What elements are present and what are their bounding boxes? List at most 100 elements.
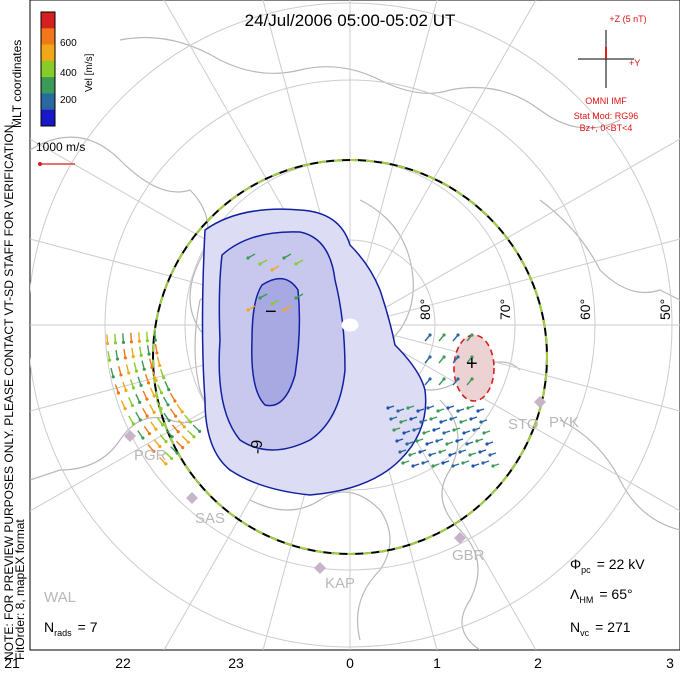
- velocity-vector-origin: [123, 356, 127, 360]
- velocity-vector-origin: [482, 431, 486, 435]
- velocity-vector-origin: [436, 409, 440, 413]
- radar-labels: PGR SAS KAP WAL GBR STO PYK: [44, 414, 579, 606]
- mlt-axis: 21 22 23 0 1 2 3: [4, 655, 674, 671]
- velocity-vector-origin: [294, 262, 298, 266]
- mlt-label: 21: [4, 655, 20, 671]
- map-title: 24/Jul/2006 05:00-05:02 UT: [245, 11, 456, 30]
- velocity-vector-origin: [455, 439, 459, 443]
- velocity-vector-origin: [451, 464, 455, 468]
- latitude-label: 70°: [497, 299, 513, 320]
- velocity-vector-origin: [432, 428, 436, 432]
- potential-cells: [201, 208, 495, 496]
- svg-text:Nrads= 7: Nrads = 7: [44, 619, 98, 638]
- velocity-vector-origin: [448, 453, 452, 457]
- velocity-vector-origin: [485, 442, 489, 446]
- radar-site-marker: [454, 532, 466, 544]
- n-rads-value: = 7: [78, 619, 98, 635]
- velocity-vector-origin: [294, 296, 298, 300]
- velocity-vector-origin: [137, 339, 142, 343]
- velocity-vector-origin: [481, 461, 485, 465]
- velocity-vector-origin: [158, 363, 162, 368]
- colorbar-swatch: [41, 60, 55, 78]
- velocity-vector-origin: [246, 308, 250, 312]
- mlt-label: 3: [666, 655, 674, 671]
- velocity-vector-origin: [115, 357, 120, 361]
- velocity-vector-origin: [246, 256, 250, 260]
- svg-text:Φpc= 22 kV: Φpc = 22 kV: [570, 556, 645, 575]
- velocity-vector-origin: [411, 464, 415, 468]
- colorbar-tick: 600: [60, 38, 77, 49]
- velocity-vector-origin: [465, 442, 469, 446]
- colorbar-label: Vel [m/s]: [84, 53, 95, 92]
- velocity-vector-origin: [124, 388, 128, 393]
- hm-boundary: [152, 159, 548, 555]
- velocity-vector-origin: [152, 449, 156, 454]
- velocity-vector-origin: [131, 354, 135, 359]
- phi-pc-symbol: Φ: [570, 556, 581, 572]
- velocity-vector-origin: [176, 430, 180, 434]
- velocity-vector-origin: [392, 428, 396, 432]
- velocity-vector-origin: [466, 406, 470, 410]
- velocity-vector-origin: [442, 431, 446, 435]
- velocity-vector-origin: [111, 375, 115, 379]
- lambda-hm-subscript: HM: [579, 595, 593, 605]
- velocity-vector-origin: [471, 464, 475, 468]
- n-vc-value: = 271: [595, 619, 631, 635]
- velocity-vector-origin: [456, 355, 460, 359]
- velocity-vector-origin: [399, 420, 403, 424]
- velocity-vector-origin: [282, 308, 286, 312]
- velocity-vector-origin: [438, 450, 442, 454]
- velocity-vector-origin: [138, 418, 142, 422]
- velocity-vector-origin: [174, 414, 178, 418]
- velocity-vector-origin: [188, 420, 193, 424]
- velocity-vector-origin: [428, 333, 432, 337]
- velocity-vectors: [105, 253, 500, 468]
- latitude-labels: 80° 70° 60° 50°: [417, 299, 673, 320]
- velocity-vector-origin: [170, 435, 174, 439]
- velocity-vector-origin: [488, 453, 492, 457]
- imf-source: OMNI IMF: [585, 96, 627, 106]
- svg-text:ΛHM= 65°: ΛHM = 65°: [570, 586, 633, 605]
- velocity-vector-origin: [154, 378, 158, 382]
- velocity-vector-origin: [138, 400, 142, 404]
- colorbar-swatch: [41, 44, 55, 62]
- velocity-vector-origin: [145, 339, 150, 343]
- svg-text:Nvc= 271: Nvc = 271: [570, 619, 631, 638]
- potential-maximum-marker: +: [466, 353, 478, 375]
- velocity-vector-origin: [173, 399, 177, 403]
- velocity-vector-origin: [147, 432, 152, 436]
- velocity-vector-origin: [479, 420, 483, 424]
- preview-note: NOTE: FOR PREVIEW PURPOSES ONLY. PLEASE …: [2, 121, 16, 660]
- radar-site-marker: [186, 492, 198, 504]
- velocity-vector-origin: [395, 439, 399, 443]
- velocity-vector-origin: [476, 409, 480, 413]
- imf-clock: +Z (5 nT) +Y OMNI IMF Stat Mod: RG96 Bz+…: [574, 14, 647, 133]
- velocity-vector-origin: [456, 377, 460, 381]
- velocity-vector-origin: [164, 462, 168, 466]
- velocity-vector-origin: [435, 439, 439, 443]
- radar-site-marker: [314, 562, 326, 574]
- velocity-vector-origin: [105, 341, 110, 346]
- velocity-vector-origin: [449, 417, 453, 421]
- velocity-vector-origin: [131, 422, 135, 426]
- lambda-hm-symbol: Λ: [570, 586, 580, 602]
- latitude-label: 50°: [657, 299, 673, 320]
- velocity-vector-origin: [431, 464, 435, 468]
- velocity-vector-origin: [412, 428, 416, 432]
- imf-model-line1: Stat Mod: RG96: [574, 111, 639, 121]
- velocity-vector-origin: [162, 376, 166, 380]
- velocity-vector-origin: [469, 417, 473, 421]
- velocity-vector-origin: [150, 365, 154, 369]
- colorbar-swatch: [41, 28, 55, 46]
- mlt-label: 22: [115, 655, 131, 671]
- radar-sites: [124, 396, 546, 574]
- velocity-vector-origin: [186, 440, 190, 444]
- colorbar-swatch: [41, 109, 55, 127]
- mlt-label: 2: [534, 655, 542, 671]
- velocity-vector-origin: [146, 381, 151, 385]
- pole-hole: [341, 318, 359, 332]
- mlt-label: 23: [228, 655, 244, 671]
- velocity-vector-origin: [134, 369, 139, 373]
- velocity-vector-origin: [116, 391, 121, 395]
